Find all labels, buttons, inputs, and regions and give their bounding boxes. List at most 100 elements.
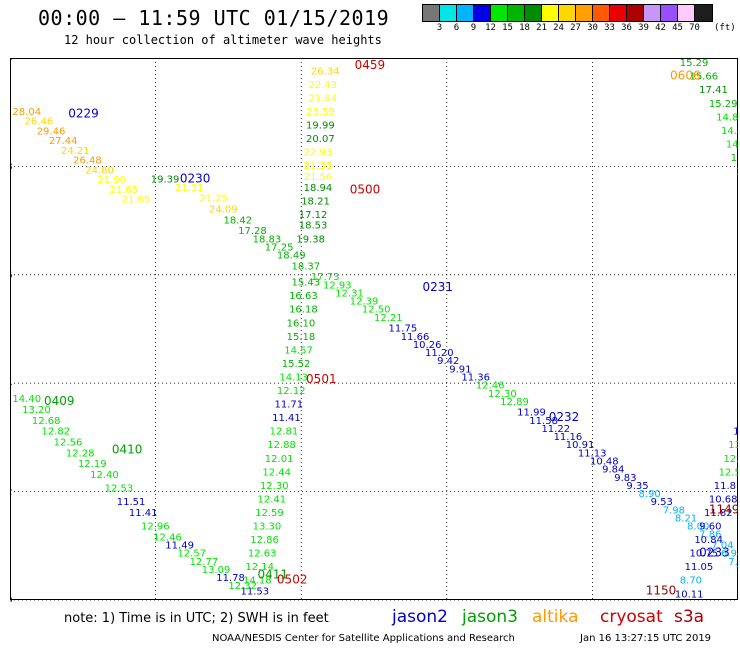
- swh-value-label: 11.71: [275, 400, 304, 411]
- color-scale-tick-label: 33: [604, 23, 615, 33]
- color-scale-tick-label: 70: [689, 23, 700, 33]
- color-scale-tick-label: 24: [553, 23, 564, 33]
- swh-value-label: 9.84: [602, 465, 624, 476]
- swh-value-label: 26.34: [311, 66, 340, 77]
- swh-value-label: 18.53: [299, 221, 328, 232]
- swh-value-label: 9.91: [449, 364, 471, 375]
- swh-value-label: 15.43: [291, 278, 320, 289]
- pass-time-label: 0411: [258, 567, 289, 581]
- swh-value-label: 12.21: [374, 313, 403, 324]
- page-subtitle: 12 hour collection of altimeter wave hei…: [64, 33, 382, 47]
- color-swatch: [508, 5, 525, 21]
- swh-value-label: 12.46: [153, 532, 182, 543]
- swh-value-label: 12.28: [66, 448, 95, 459]
- altimeter-map: -30-27-24-21-18-1560585654525028.0426.46…: [10, 58, 738, 602]
- swh-value-label: 11.78: [216, 573, 245, 584]
- swh-value-label: 15.52: [282, 359, 311, 370]
- swh-value-label: 11.51: [117, 497, 146, 508]
- swh-value-label: 9.60: [699, 522, 721, 533]
- color-swatch: [423, 5, 440, 21]
- swh-value-label: 24.80: [85, 165, 114, 176]
- swh-value-label: 12.82: [42, 427, 71, 438]
- swh-value-label: 13.09: [202, 565, 231, 576]
- color-swatch: [440, 5, 457, 21]
- swh-value-label: 21.65: [122, 195, 151, 206]
- legend-item-jason3: jason3: [462, 607, 518, 627]
- legend-item-jason2: jason2: [392, 607, 448, 627]
- color-swatch: [644, 5, 661, 21]
- swh-value-label: 9.35: [626, 481, 648, 492]
- swh-value-label: 19.38: [296, 234, 325, 245]
- color-scale-tick-label: 3: [436, 23, 443, 33]
- swh-value-label: 14.40: [12, 394, 41, 405]
- pass-time-label: 1150: [646, 584, 677, 598]
- swh-value-label: 10.84: [694, 535, 723, 546]
- map-frame: [10, 58, 738, 600]
- swh-value-label: 13.30: [253, 522, 282, 533]
- swh-value-label: 11.13: [578, 448, 607, 459]
- pass-time-label: 0606: [670, 69, 701, 83]
- pass-time-label: 0233: [699, 546, 730, 560]
- swh-value-label: 15.29: [709, 99, 738, 110]
- swh-value-label: 18.49: [277, 251, 306, 262]
- swh-value-label: 10.75: [689, 549, 718, 560]
- pass-time-label: 0231: [423, 280, 454, 294]
- swh-value-label: 12.50: [362, 305, 391, 316]
- swh-value-label: 23.59: [306, 107, 335, 118]
- swh-value-label: 22.43: [308, 80, 337, 91]
- swh-value-label: 15.09: [731, 153, 738, 164]
- legend-item-s3a: s3a: [674, 607, 705, 627]
- swh-value-label: 11.99: [517, 408, 546, 419]
- swh-value-label: 12.63: [248, 549, 277, 560]
- swh-value-label: 21.25: [199, 194, 228, 205]
- swh-value-label: 14.24: [736, 167, 738, 178]
- swh-value-label: 17.28: [238, 226, 267, 237]
- swh-value-label: 21.31: [175, 183, 204, 194]
- generation-timestamp: Jan 16 13:27:15 UTC 2019: [580, 633, 712, 644]
- swh-value-label: 12.96: [141, 522, 170, 533]
- swh-value-label: 12.14: [245, 562, 274, 573]
- color-swatch: [491, 5, 508, 21]
- swh-value-label: 16.10: [287, 318, 316, 329]
- swh-value-label: 12.12: [277, 386, 306, 397]
- swh-value-label: 8.90: [639, 489, 661, 500]
- swh-value-label: 12.89: [500, 397, 529, 408]
- color-swatch: [610, 5, 627, 21]
- swh-value-label: 9.83: [614, 473, 636, 484]
- swh-value-label: 24.21: [61, 146, 90, 157]
- swh-value-label: 12.94: [723, 454, 738, 465]
- swh-value-label: 24.09: [209, 204, 238, 215]
- swh-value-label: 26.46: [25, 117, 54, 128]
- color-swatch: [627, 5, 644, 21]
- swh-value-label: 11.05: [685, 562, 714, 573]
- swh-value-label: 12.57: [177, 549, 206, 560]
- swh-value-label: 16.18: [289, 305, 318, 316]
- lat-tick-label: 52: [10, 488, 12, 498]
- color-scale-tick-label: 15: [502, 23, 513, 33]
- pass-time-label: 0459: [355, 58, 386, 72]
- swh-value-label: 10.26: [413, 340, 442, 351]
- swh-value-label: 14.57: [284, 345, 313, 356]
- swh-value-label: 11.87: [714, 481, 738, 492]
- swh-value-label: 17.25: [265, 242, 294, 253]
- swh-value-label: 10.68: [709, 494, 738, 505]
- swh-value-label: 21.65: [109, 185, 138, 196]
- swh-value-label: 12.68: [32, 416, 61, 427]
- swh-value-label: 12.58: [719, 467, 738, 478]
- swh-value-label: 7.86: [699, 530, 721, 541]
- pass-time-label: 0232: [549, 410, 580, 424]
- swh-value-label: 13.56: [728, 440, 738, 451]
- swh-value-label: 12.46: [476, 381, 505, 392]
- swh-value-label: 12.81: [270, 427, 299, 438]
- legend-item-altika: altika: [532, 607, 579, 627]
- swh-value-label: 14.93: [726, 139, 738, 150]
- color-swatch: [559, 5, 576, 21]
- note-text: note: 1) Time is in UTC; 2) SWH is in fe…: [64, 611, 329, 626]
- swh-value-label: 11.41: [129, 508, 158, 519]
- pass-time-label: 0229: [68, 107, 99, 121]
- color-scale-tick-label: 21: [536, 23, 547, 33]
- legend-item-cryosat: cryosat: [600, 607, 663, 627]
- pass-time-label: 0501: [306, 372, 337, 386]
- swh-value-label: 7.98: [663, 505, 685, 516]
- swh-value-label: 17.73: [311, 272, 340, 283]
